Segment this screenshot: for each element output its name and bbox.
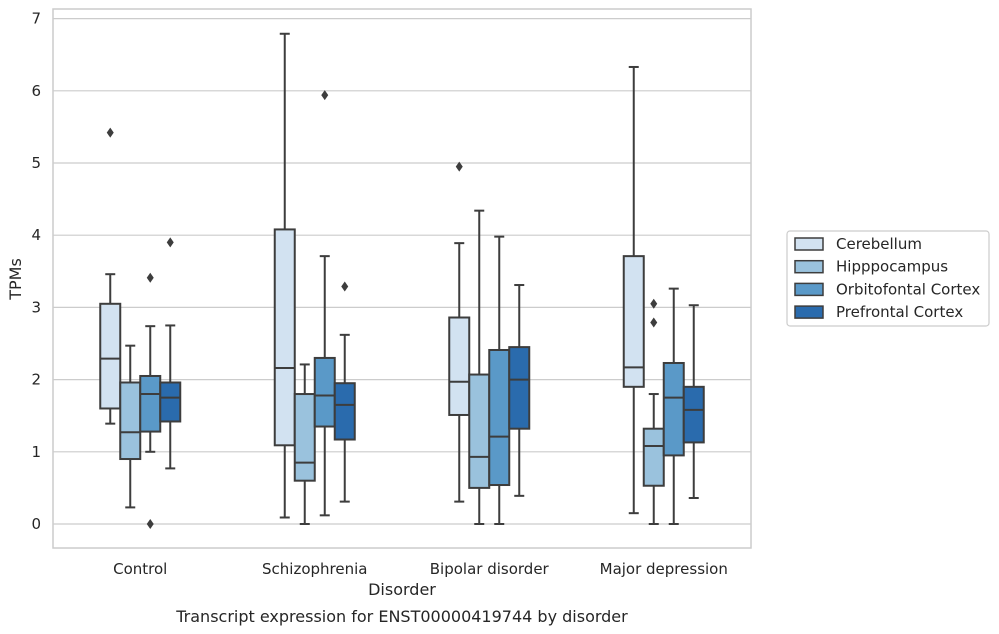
chart-caption: Transcript expression for ENST0000041974… <box>175 607 628 626</box>
box-body <box>682 385 705 444</box>
legend-label: Hipppocampus <box>836 258 948 276</box>
legend-swatch <box>794 282 824 297</box>
legend-swatch <box>794 259 824 274</box>
outlier-point <box>166 237 174 248</box>
box-body <box>468 373 491 489</box>
box-body <box>642 427 665 487</box>
legend-box <box>786 230 990 327</box>
y-tick-label: 2 <box>31 371 41 389</box>
y-axis-ticks: 0 1 2 3 4 5 6 7 <box>31 10 41 533</box>
box-prefrontal-cortex <box>508 284 531 497</box>
y-tick-label: 7 <box>31 10 41 28</box>
outlier-point <box>106 127 114 138</box>
box-cerebellum <box>273 32 296 519</box>
box-orbitofontal-cortex <box>488 235 511 525</box>
box-body <box>99 302 122 410</box>
box-cerebellum <box>99 127 122 425</box>
box-body <box>488 348 511 487</box>
box-body <box>139 374 162 433</box>
legend: Cerebellum Hipppocampus Orbitofontal Corte… <box>786 230 990 327</box>
box-orbitofontal-cortex <box>313 90 336 517</box>
box-cerebellum <box>622 65 645 515</box>
y-tick-label: 3 <box>31 298 41 316</box>
x-axis-label: Disorder <box>368 580 436 599</box>
x-tick-label: Schizophrenia <box>262 560 367 578</box>
box-hipppocampus <box>293 363 316 525</box>
legend-label: Orbitofontal Cortex <box>836 280 980 298</box>
box-body <box>313 356 336 428</box>
box-orbitofontal-cortex <box>662 287 685 525</box>
box-orbitofontal-cortex <box>139 272 162 529</box>
box-body <box>293 393 316 482</box>
box-body <box>273 228 296 447</box>
box-body <box>159 381 182 423</box>
box-series <box>99 32 705 529</box>
outlier-point <box>455 161 463 172</box>
x-axis-ticks: Control Schizophrenia Bipolar disorder Majo… <box>113 560 728 578</box>
box-prefrontal-cortex <box>333 281 356 503</box>
legend-label: Cerebellum <box>836 235 922 253</box>
box-cerebellum <box>448 161 471 503</box>
box-hipppocampus <box>119 344 142 509</box>
box-body <box>662 361 685 457</box>
plot-frame <box>52 8 752 549</box>
outlier-point <box>650 298 658 309</box>
box-body <box>508 346 531 430</box>
y-axis-label: TPMs <box>6 258 25 301</box>
x-tick-label: Control <box>113 560 167 578</box>
y-tick-label: 5 <box>31 154 41 172</box>
outlier-point <box>146 272 154 283</box>
box-hipppocampus <box>642 298 665 525</box>
outlier-point <box>146 519 154 529</box>
box-prefrontal-cortex <box>682 304 705 500</box>
legend-label: Prefrontal Cortex <box>836 303 963 321</box>
outlier-point <box>341 281 349 292</box>
outlier-point <box>321 90 329 101</box>
box-hipppocampus <box>468 209 491 525</box>
box-body <box>448 316 471 416</box>
y-tick-label: 1 <box>31 443 41 461</box>
plot-area-border <box>52 8 752 549</box>
outlier-point <box>650 317 658 328</box>
y-tick-label: 4 <box>31 226 41 244</box>
box-body <box>333 382 356 441</box>
x-tick-label: Major depression <box>600 560 728 578</box>
box-body <box>119 381 142 461</box>
x-tick-label: Bipolar disorder <box>430 560 550 578</box>
box-prefrontal-cortex <box>159 237 182 470</box>
box-body <box>622 255 645 388</box>
legend-swatch <box>794 305 824 319</box>
legend-swatch <box>794 237 824 251</box>
y-tick-label: 0 <box>31 515 41 533</box>
y-tick-label: 6 <box>31 82 41 100</box>
